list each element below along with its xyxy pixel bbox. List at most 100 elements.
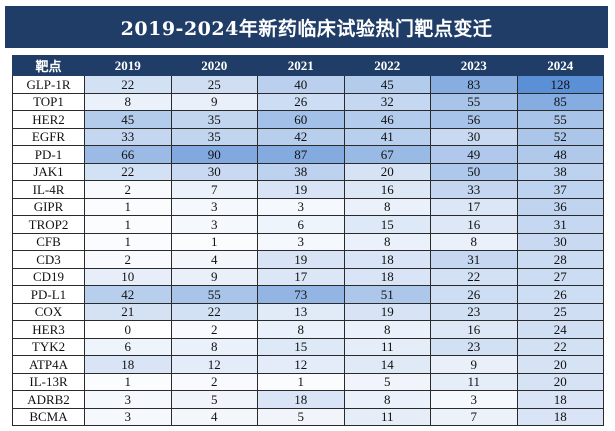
heat-cell: 22 (84, 75, 172, 94)
heat-cell: 42 (257, 127, 345, 146)
target-label: HER2 (12, 110, 85, 129)
table-row: ADRB2 3 5 18 8 3 18 (12, 390, 604, 409)
target-label: COX (12, 302, 85, 321)
heat-cell: 45 (343, 75, 431, 94)
heat-cell: 67 (343, 145, 431, 164)
heat-cell: 25 (516, 302, 604, 321)
target-label: CD3 (12, 250, 85, 269)
heat-cell: 26 (257, 92, 345, 111)
heat-cell: 22 (430, 267, 518, 286)
heat-cell: 4 (170, 407, 258, 426)
heat-cell: 31 (430, 250, 518, 269)
heat-cell: 4 (170, 250, 258, 269)
table-row: TROP2 1 3 6 15 16 31 (12, 215, 604, 234)
heat-cell: 49 (430, 145, 518, 164)
heat-cell: 7 (170, 180, 258, 199)
heat-cell: 8 (343, 390, 431, 409)
heat-cell: 32 (343, 92, 431, 111)
table-row: PD-1 66 90 87 67 49 48 (12, 145, 604, 164)
heat-cell: 6 (257, 215, 345, 234)
heat-cell: 26 (430, 285, 518, 304)
target-label: TROP2 (12, 215, 85, 234)
heat-cell: 56 (430, 110, 518, 129)
heat-cell: 60 (257, 110, 345, 129)
table-row: CD19 10 9 17 18 22 27 (12, 267, 604, 286)
heat-cell: 42 (84, 285, 172, 304)
heatmap-table: 靶点 2019 2020 2021 2022 2023 2024 GLP-1R 22 25 40… (12, 55, 604, 426)
heat-cell: 15 (257, 337, 345, 356)
heat-cell: 25 (170, 75, 258, 94)
heat-cell: 9 (170, 267, 258, 286)
column-header-2024: 2024 (516, 55, 604, 76)
table-row: JAK1 22 30 38 20 50 38 (12, 162, 604, 181)
row-header-cell: 靶点 (12, 55, 85, 76)
heat-cell: 28 (516, 250, 604, 269)
heat-cell: 18 (343, 250, 431, 269)
table-row: PD-L1 42 55 73 51 26 26 (12, 285, 604, 304)
heat-cell: 1 (257, 372, 345, 391)
table-row: ATP4A 18 12 12 14 9 20 (12, 355, 604, 374)
target-label: PD-1 (12, 145, 85, 164)
heat-cell: 2 (84, 180, 172, 199)
heat-cell: 8 (170, 337, 258, 356)
heat-cell: 19 (343, 302, 431, 321)
table-row: GIPR 1 3 3 8 17 36 (12, 197, 604, 216)
header-row: 靶点 2019 2020 2021 2022 2023 2024 (12, 55, 604, 76)
heat-cell: 12 (170, 355, 258, 374)
target-label: IL-4R (12, 180, 85, 199)
heat-cell: 8 (343, 320, 431, 339)
column-header-2019: 2019 (84, 55, 172, 76)
target-label: BCMA (12, 407, 85, 426)
heat-cell: 0 (84, 320, 172, 339)
heat-cell: 46 (343, 110, 431, 129)
heat-cell: 8 (257, 320, 345, 339)
table-row: GLP-1R 22 25 40 45 83 128 (12, 75, 604, 94)
heat-cell: 5 (170, 390, 258, 409)
heat-cell: 8 (343, 197, 431, 216)
heat-cell: 1 (84, 215, 172, 234)
heat-cell: 23 (430, 302, 518, 321)
table-row: BCMA 3 4 5 11 7 18 (12, 407, 604, 426)
heat-cell: 1 (84, 197, 172, 216)
table-row: CD3 2 4 19 18 31 28 (12, 250, 604, 269)
target-label: EGFR (12, 127, 85, 146)
heat-cell: 35 (170, 110, 258, 129)
heat-cell: 30 (170, 162, 258, 181)
table-row: CFB 1 1 3 8 8 30 (12, 232, 604, 251)
heat-cell: 3 (170, 215, 258, 234)
heat-cell: 37 (516, 180, 604, 199)
heat-cell: 3 (84, 390, 172, 409)
heat-cell: 7 (430, 407, 518, 426)
target-label: IL-13R (12, 372, 85, 391)
heat-cell: 21 (84, 302, 172, 321)
heat-cell: 1 (84, 232, 172, 251)
heat-cell: 90 (170, 145, 258, 164)
heat-cell: 51 (343, 285, 431, 304)
heat-cell: 2 (170, 372, 258, 391)
heat-cell: 1 (170, 232, 258, 251)
heat-cell: 16 (430, 215, 518, 234)
target-label: HER3 (12, 320, 85, 339)
heat-cell: 87 (257, 145, 345, 164)
heat-cell: 55 (170, 285, 258, 304)
target-label: CD19 (12, 267, 85, 286)
heat-cell: 17 (257, 267, 345, 286)
heat-cell: 26 (516, 285, 604, 304)
heat-cell: 18 (84, 355, 172, 374)
table-row: HER2 45 35 60 46 56 55 (12, 110, 604, 129)
heat-cell: 8 (430, 232, 518, 251)
heat-cell: 30 (430, 127, 518, 146)
target-label: TYK2 (12, 337, 85, 356)
column-header-2023: 2023 (430, 55, 518, 76)
heat-cell: 17 (430, 197, 518, 216)
heat-cell: 8 (343, 232, 431, 251)
heat-cell: 22 (516, 337, 604, 356)
target-label: ATP4A (12, 355, 85, 374)
heat-cell: 38 (257, 162, 345, 181)
heat-cell: 16 (430, 320, 518, 339)
heat-cell: 9 (170, 92, 258, 111)
heat-cell: 33 (84, 127, 172, 146)
heat-cell: 3 (257, 232, 345, 251)
table-row: IL-13R 1 2 1 5 11 20 (12, 372, 604, 391)
table-row: EGFR 33 35 42 41 30 52 (12, 127, 604, 146)
